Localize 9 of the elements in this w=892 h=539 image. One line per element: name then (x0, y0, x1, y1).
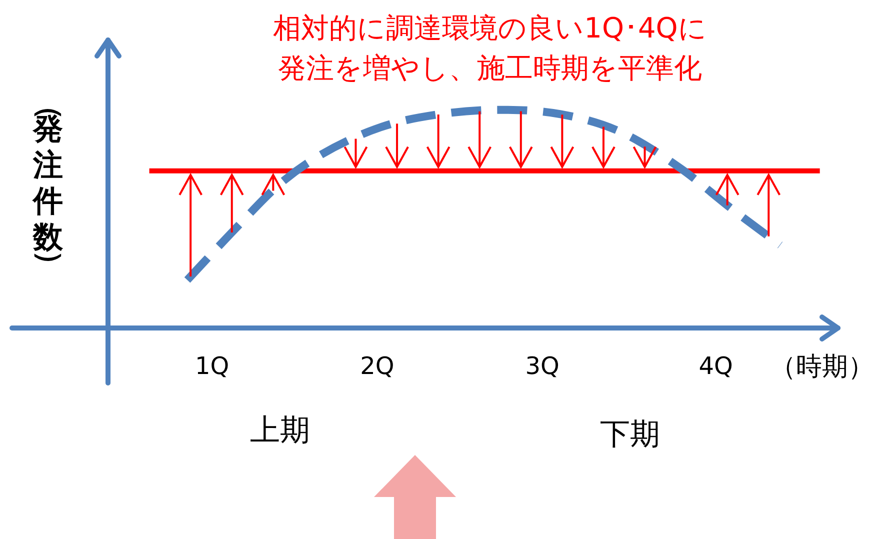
x-tick-label: 1Q (194, 352, 230, 380)
x-tick-label: 4Q (698, 352, 733, 380)
chart-title: 相対的に調達環境の良い1Q･4Qに発注を増やし、施工時期を平準化 (273, 11, 707, 84)
text: 上期 (250, 412, 310, 448)
x-tick-label: 2Q (360, 352, 394, 380)
y-axis-title: （発注件数） (32, 90, 68, 280)
x-axis-title: （時期） (770, 352, 874, 382)
x-tick-label: 3Q (525, 352, 560, 380)
text: 下期 (600, 416, 660, 452)
